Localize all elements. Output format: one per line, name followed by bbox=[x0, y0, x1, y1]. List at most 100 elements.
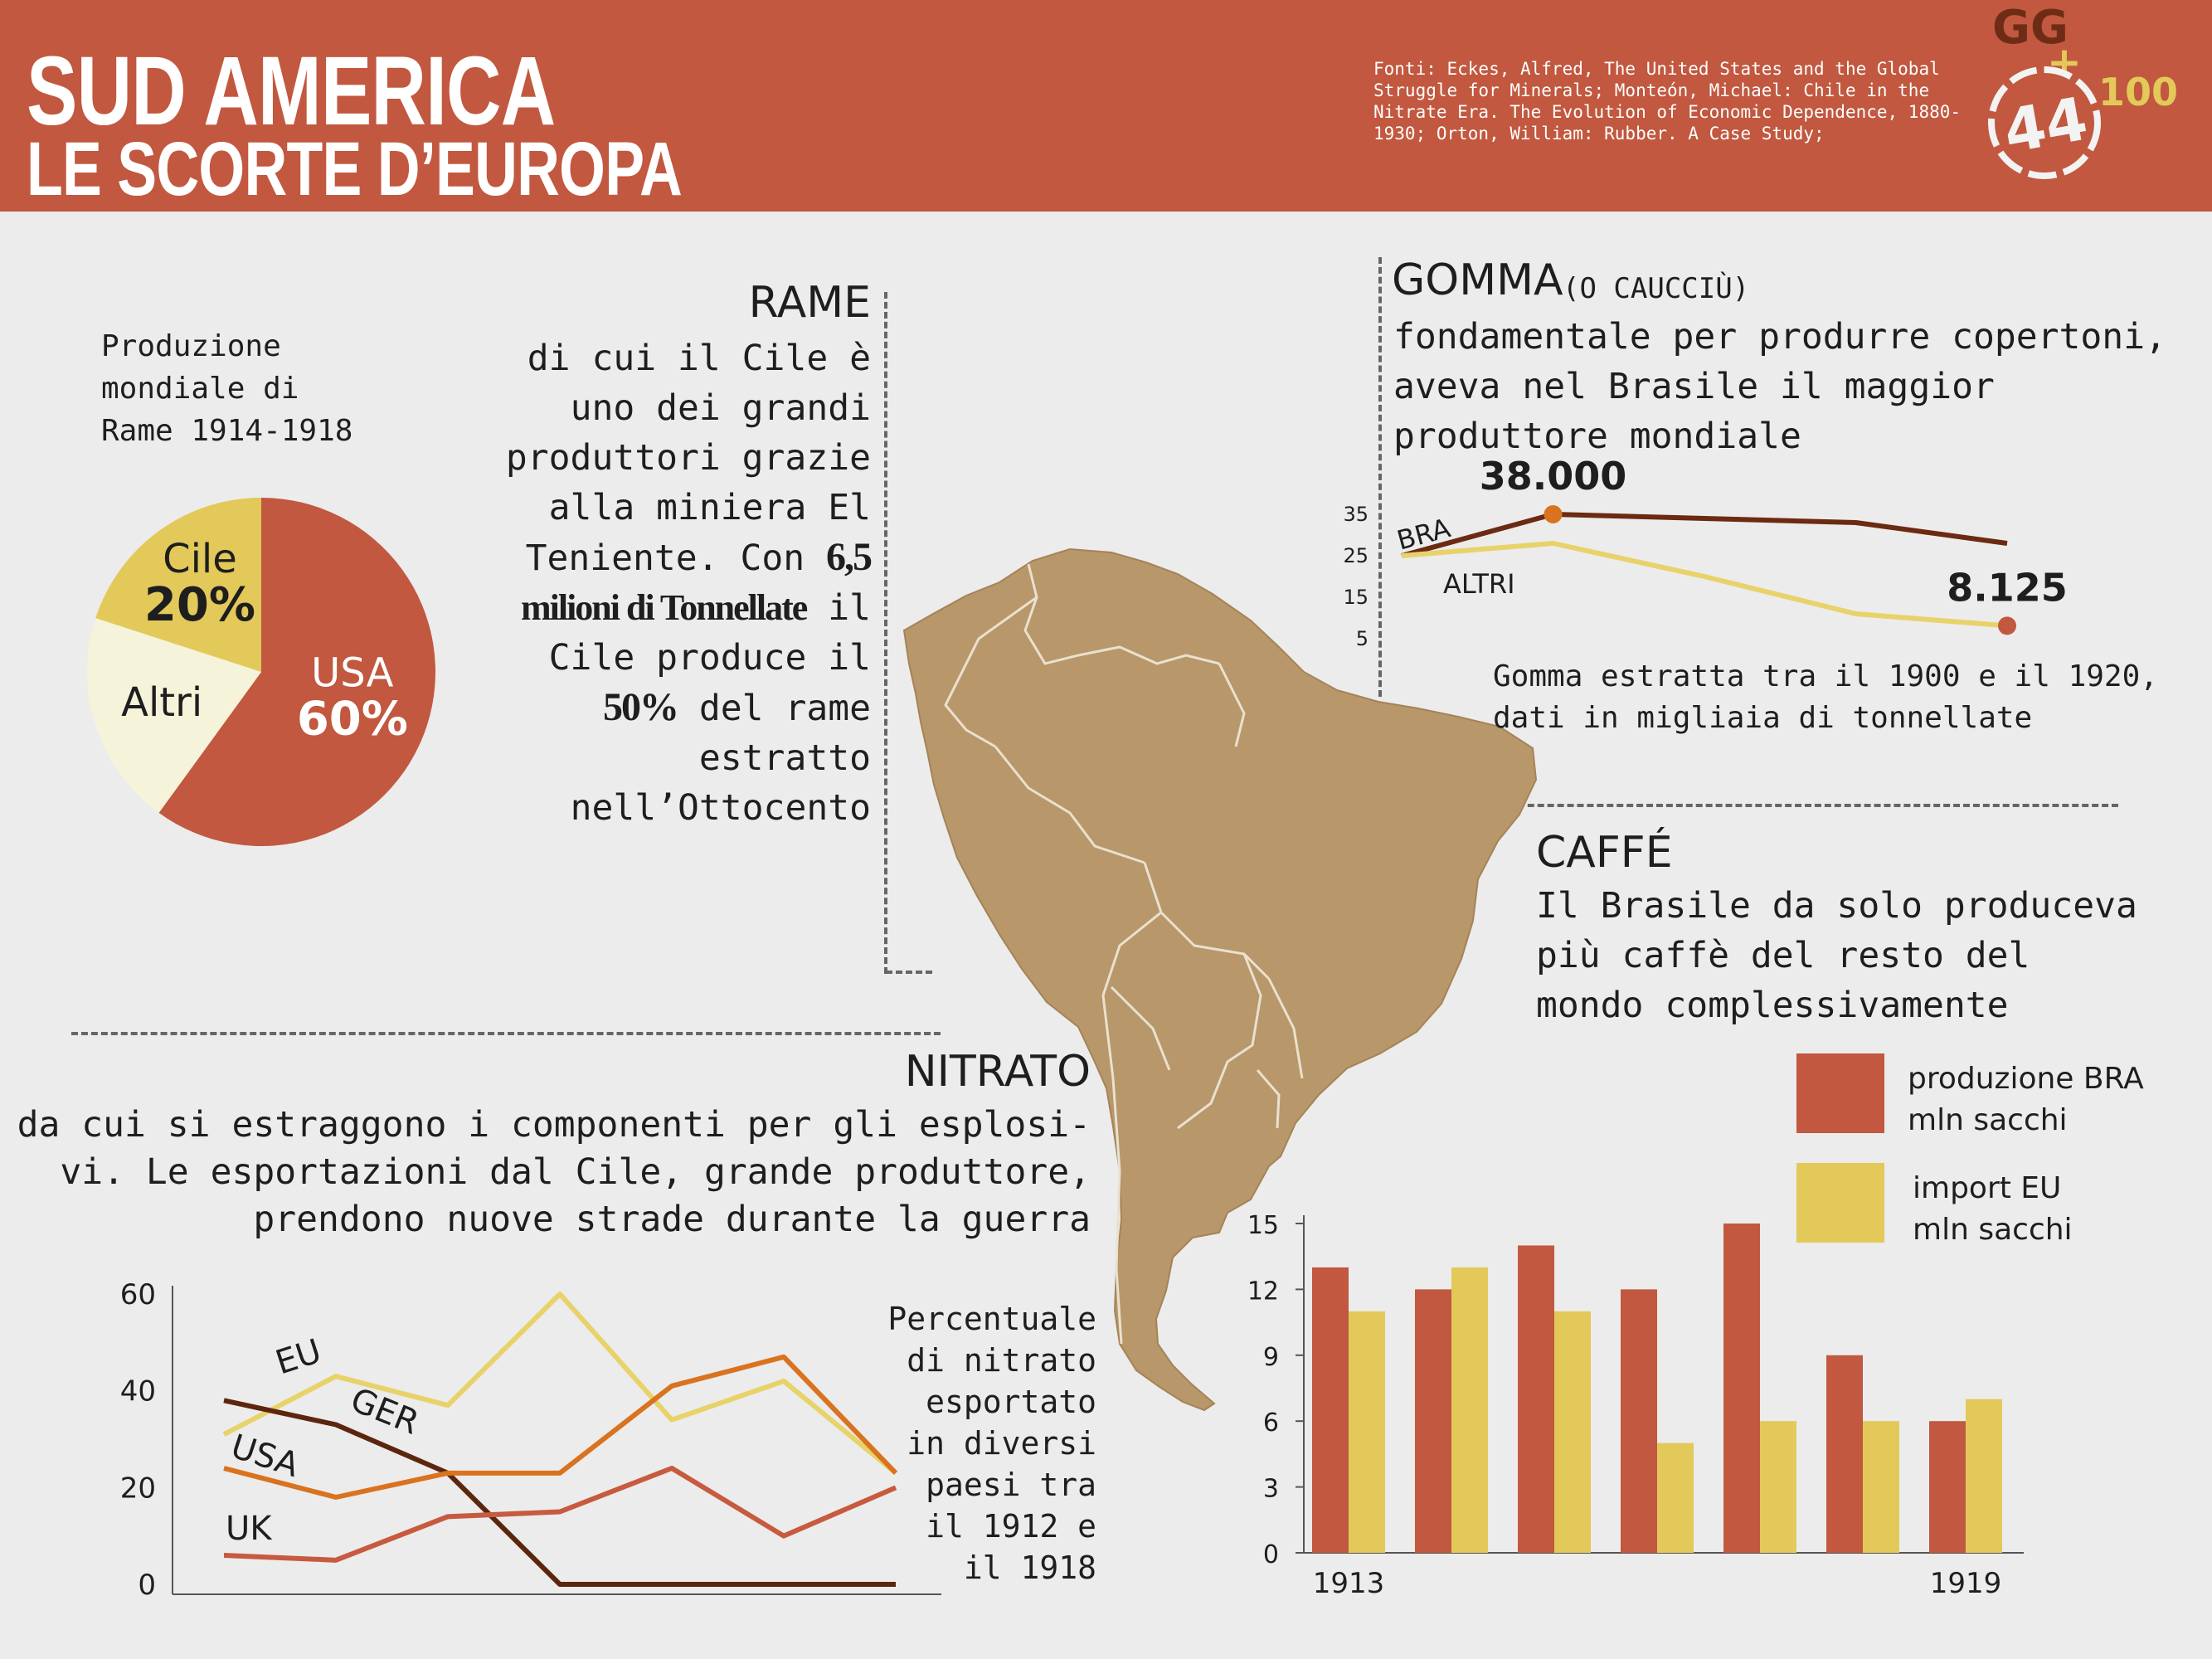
nitrate-series-label-uk: UK bbox=[226, 1510, 273, 1548]
coffee-legend-label: import EU bbox=[1913, 1171, 2061, 1205]
rame-line-5-text: Teniente. Con bbox=[525, 538, 826, 579]
nitrate-caption-line-1: Percentuale bbox=[887, 1301, 1096, 1337]
caffe-line-2: più caffè del resto del bbox=[1536, 935, 2030, 976]
gomma-subheading: (O CAUCCIÙ) bbox=[1563, 272, 1750, 305]
coffee-legend-unit: mln sacchi bbox=[1908, 1103, 2068, 1137]
header-banner bbox=[0, 0, 2212, 212]
rubber-ytick: 15 bbox=[1343, 586, 1369, 609]
pie-value-cile: 20% bbox=[144, 578, 255, 632]
rubber-series-bra bbox=[1401, 512, 2008, 558]
coffee-ytick: 9 bbox=[1263, 1343, 1279, 1372]
nitrate-ytick: 60 bbox=[120, 1278, 156, 1311]
nitrate-series-eu bbox=[222, 1292, 897, 1476]
pie-caption-line-3: Rame 1914-1918 bbox=[101, 414, 353, 448]
coffee-bar-chart: 0 3 6 9 12 15 1913 1919 produzione BRA mln sacchi… bbox=[1247, 1053, 2144, 1600]
rubber-series-label-bra: BRA bbox=[1393, 512, 1454, 557]
coffee-legend-unit: mln sacchi bbox=[1913, 1213, 2073, 1247]
sources-text: Fonti: Eckes, Alfred, The United States … bbox=[1373, 59, 1962, 144]
coffee-bar-eu bbox=[1966, 1399, 2002, 1553]
coffee-bar-bra bbox=[1929, 1421, 1966, 1553]
rubber-line-chart: 5 15 25 35 BRA ALTRI 38.000 8.125 bbox=[1343, 460, 2068, 650]
country-borders bbox=[944, 563, 1304, 1345]
coffee-ytick: 15 bbox=[1247, 1211, 1279, 1240]
rubber-series-altri bbox=[1401, 541, 2008, 629]
rame-percent-value: 50% bbox=[603, 685, 679, 729]
nitrate-caption-line-4: in diversi bbox=[907, 1425, 1096, 1462]
coffee-bar-bra bbox=[1518, 1245, 1554, 1553]
pie-slice-usa bbox=[158, 498, 435, 846]
rame-line-6: milioni di Tonnellate il bbox=[506, 583, 871, 633]
rubber-annotation-label: 38.000 bbox=[1480, 460, 1627, 499]
rubber-caption-line-1: Gomma estratta tra il 1900 e il 1920, bbox=[1493, 659, 2158, 693]
coffee-legend-swatch bbox=[1796, 1163, 1884, 1243]
coffee-bar-bra bbox=[1415, 1289, 1451, 1553]
nitrate-series-usa bbox=[223, 1354, 898, 1500]
rubber-ytick: 35 bbox=[1343, 503, 1369, 526]
coffee-ytick: 0 bbox=[1263, 1540, 1279, 1569]
pie-caption-line-2: mondiale di bbox=[101, 372, 299, 406]
coffee-legend-label: produzione BRA bbox=[1908, 1062, 2144, 1096]
nitrato-heading: NITRATO bbox=[904, 1047, 1091, 1097]
nitrate-ytick: 0 bbox=[138, 1569, 156, 1602]
coffee-legend-swatch bbox=[1796, 1053, 1884, 1133]
page-title: SUD AMERICA bbox=[27, 36, 556, 146]
logo-100-text: 100 bbox=[2098, 70, 2178, 114]
nitrate-series-ger bbox=[223, 1398, 896, 1587]
rubber-caption-line-2: dati in migliaia di tonnellate bbox=[1493, 701, 2033, 735]
divider-nitrato bbox=[71, 1032, 941, 1035]
gomma-line-1: fondamentale per produrre copertoni, bbox=[1393, 316, 2166, 358]
page-subtitle: LE SCORTE D’EUROPA bbox=[27, 127, 683, 212]
pie-slice-cile bbox=[95, 498, 261, 672]
divider-caffe bbox=[1498, 804, 2118, 807]
rame-line-10: nell’Ottocento bbox=[570, 787, 871, 829]
rubber-caption: Gomma estratta tra il 1900 e il 1920, da… bbox=[1493, 656, 2158, 739]
divider-rame-bottom bbox=[886, 971, 932, 974]
pie-label-altri: Altri bbox=[121, 679, 202, 726]
coffee-bar-bra bbox=[1312, 1267, 1349, 1553]
rubber-ytick: 25 bbox=[1343, 544, 1369, 567]
coffee-ytick: 3 bbox=[1263, 1475, 1279, 1504]
nitrato-line-3: prendono nuove strade durante la guerra bbox=[253, 1199, 1091, 1240]
nitrate-series-label-eu: EU bbox=[271, 1332, 326, 1383]
coffee-ytick: 6 bbox=[1263, 1408, 1279, 1438]
rame-line-8-text: del rame bbox=[678, 688, 871, 729]
pie-label-cile: Cile bbox=[163, 536, 237, 582]
rame-line-9: estratto bbox=[698, 737, 871, 779]
gg-logo: GG + 100 44 bbox=[1988, 1, 2178, 179]
gomma-line-2: aveva nel Brasile il maggior bbox=[1393, 366, 1995, 407]
rame-line-7: Cile produce il bbox=[548, 637, 871, 679]
nitrate-caption-line-3: esportato bbox=[926, 1384, 1096, 1420]
continent-shape bbox=[902, 547, 1538, 1412]
logo-plus-text: + bbox=[2047, 38, 2082, 86]
coffee-bar-bra bbox=[1826, 1355, 1863, 1553]
nitrate-caption-line-7: il 1918 bbox=[963, 1550, 1096, 1586]
rubber-series-label-altri: ALTRI bbox=[1443, 568, 1515, 600]
coffee-xtick: 1919 bbox=[1930, 1567, 2002, 1600]
coffee-bar-eu bbox=[1657, 1443, 1694, 1553]
rame-line-4: alla miniera El bbox=[548, 487, 871, 528]
rubber-annotation-label: 8.125 bbox=[1947, 565, 2068, 610]
rame-heading: RAME bbox=[748, 278, 871, 328]
nitrato-line-1: da cui si estraggono i componenti per gl… bbox=[17, 1104, 1091, 1146]
caffe-description: Il Brasile da solo produceva più caffè d… bbox=[1536, 881, 2137, 1030]
caffe-line-1: Il Brasile da solo produceva bbox=[1536, 885, 2137, 927]
rubber-annotation-dot bbox=[1544, 505, 1563, 523]
nitrate-caption: Percentuale di nitrato esportato in dive… bbox=[887, 1298, 1096, 1588]
coffee-bar-eu bbox=[1451, 1267, 1488, 1553]
rame-tonnage-value: 6,5 bbox=[826, 535, 873, 579]
nitrato-description: da cui si estraggono i componenti per gl… bbox=[17, 1102, 1091, 1243]
nitrate-ytick: 20 bbox=[120, 1472, 156, 1505]
gomma-description: fondamentale per produrre copertoni, ave… bbox=[1393, 312, 2166, 461]
coffee-bar-eu bbox=[1349, 1311, 1385, 1553]
pie-label-usa: USA bbox=[311, 650, 393, 697]
coffee-bar-eu bbox=[1760, 1421, 1796, 1553]
rame-tonnage-unit: milioni di Tonnellate bbox=[520, 587, 808, 628]
rubber-ytick: 5 bbox=[1356, 627, 1369, 650]
coffee-bar-eu bbox=[1863, 1421, 1899, 1553]
nitrate-caption-line-2: di nitrato bbox=[907, 1342, 1096, 1379]
coffee-xtick: 1913 bbox=[1313, 1567, 1385, 1600]
rame-description: di cui il Cile è uno dei grandi produtto… bbox=[506, 333, 873, 833]
pie-slice-altri bbox=[86, 618, 261, 813]
nitrate-caption-line-5: paesi tra bbox=[926, 1467, 1096, 1503]
nitrate-ytick: 40 bbox=[120, 1375, 156, 1408]
